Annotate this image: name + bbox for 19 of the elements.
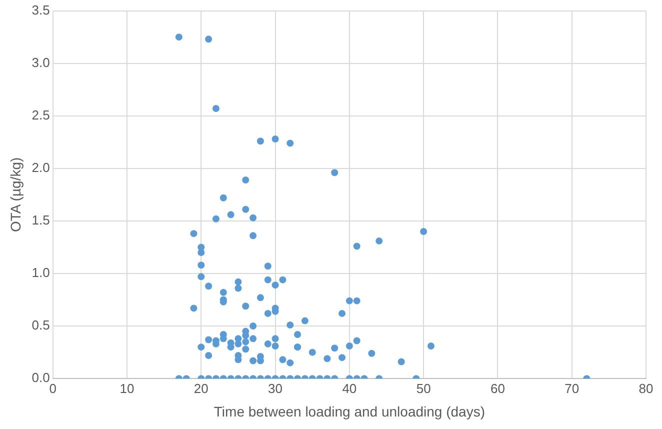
x-tick-label: 0: [49, 380, 56, 396]
y-tick-label: 2.0: [32, 160, 50, 176]
x-tick-label: 40: [342, 380, 357, 396]
y-tick-label: 0.0: [32, 370, 50, 386]
y-tick-label: 0.5: [32, 318, 50, 333]
y-tick-label: 1.5: [32, 212, 50, 228]
x-tick-label: 60: [490, 380, 505, 396]
x-axis-title: Time between loading and unloading (days): [214, 403, 485, 420]
x-tick-label: 80: [638, 380, 654, 396]
x-tick-label: 30: [268, 380, 283, 396]
y-tick-label: 2.5: [32, 107, 50, 122]
y-tick-label: 3.5: [32, 2, 50, 18]
x-tick-label: 50: [416, 380, 431, 396]
x-tick-label: 20: [194, 380, 208, 396]
y-axis-title: OTA (µg/kg): [7, 157, 24, 232]
x-tick-label: 10: [120, 380, 134, 396]
y-tick-label: 1.0: [32, 265, 50, 280]
x-tick-label: 70: [564, 380, 580, 396]
y-tick-label: 3.0: [32, 54, 50, 70]
